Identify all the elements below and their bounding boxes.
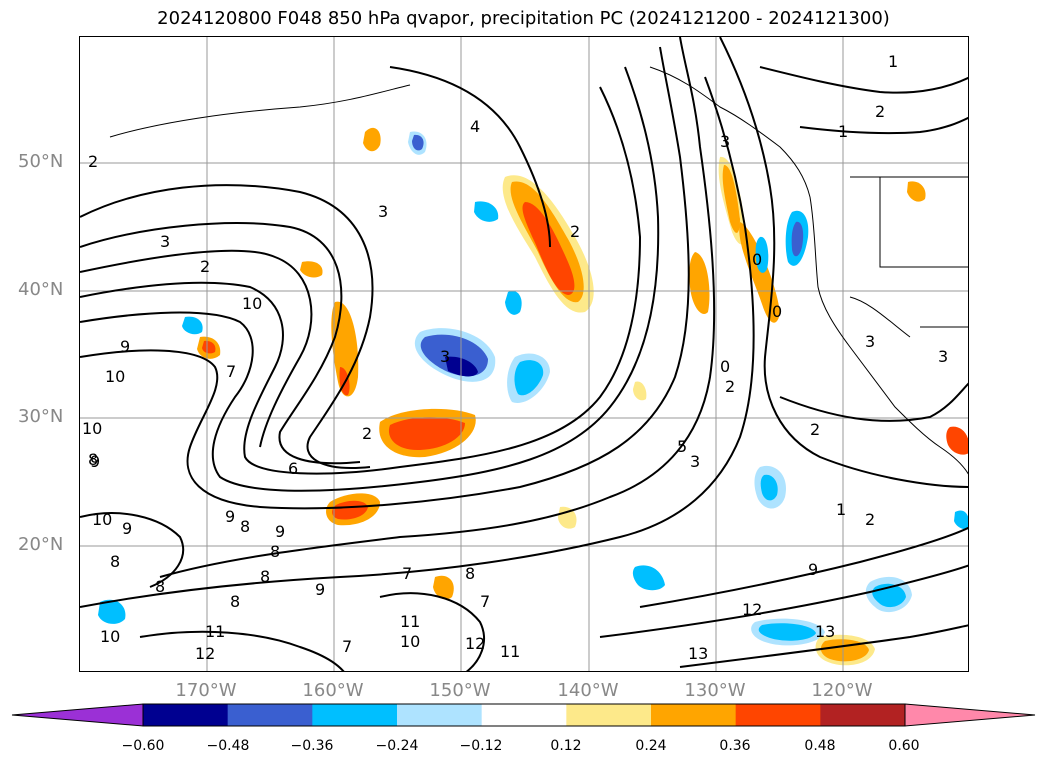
contour-label: 9 bbox=[275, 522, 285, 541]
contour-label: 8 bbox=[230, 592, 240, 611]
colorbar-extend-high bbox=[904, 703, 1036, 727]
map-canvas: 1 2 2 4 3 3 2 2 10 9 10 10 9 8 10 9 8 9 … bbox=[80, 37, 968, 671]
lat-label-20n: 20°N bbox=[18, 534, 64, 555]
contour-label: 6 bbox=[288, 459, 298, 478]
colorbar-segment bbox=[397, 704, 483, 726]
colorbar-outline bbox=[142, 703, 906, 727]
colorbar-tick: −0.48 bbox=[206, 738, 250, 754]
lon-label-120w: 120°W bbox=[811, 680, 873, 701]
contour-label: 8 bbox=[110, 552, 120, 571]
lat-label-40n: 40°N bbox=[18, 279, 64, 300]
contour-label: 10 bbox=[400, 632, 420, 651]
contour-label: 2 bbox=[865, 510, 875, 529]
contour-label-layer: 1 2 2 4 3 3 2 2 10 9 10 10 9 8 10 9 8 9 … bbox=[82, 52, 948, 663]
map-panel: 1 2 2 4 3 3 2 2 10 9 10 10 9 8 10 9 8 9 … bbox=[79, 36, 969, 672]
contour-label: 2 bbox=[200, 257, 210, 276]
contour-label: 11 bbox=[500, 642, 520, 661]
lon-label-150w: 150°W bbox=[429, 680, 491, 701]
contour-label: 8 bbox=[88, 450, 98, 469]
contour-label: 10 bbox=[92, 510, 112, 529]
colorbar-tick: −0.36 bbox=[290, 738, 334, 754]
contour-label: 7 bbox=[226, 362, 236, 381]
colorbar-segment bbox=[312, 704, 398, 726]
contour-label: 2 bbox=[725, 377, 735, 396]
contour-label: 12 bbox=[465, 634, 485, 653]
colorbar bbox=[11, 703, 1036, 727]
contour-label: 3 bbox=[160, 232, 170, 251]
contour-label: 0 bbox=[720, 357, 730, 376]
contour-label: 13 bbox=[815, 622, 835, 641]
contour-label: 7 bbox=[402, 564, 412, 583]
contour-label: 8 bbox=[240, 517, 250, 536]
contour-label: 11 bbox=[400, 612, 420, 631]
contour-label: 8 bbox=[260, 567, 270, 586]
contour-label: 8 bbox=[465, 564, 475, 583]
contour-label: 11 bbox=[205, 622, 225, 641]
colorbar-segment bbox=[820, 704, 906, 726]
contour-label: 3 bbox=[440, 347, 450, 366]
lon-label-160w: 160°W bbox=[302, 680, 364, 701]
colorbar-tick: −0.12 bbox=[459, 738, 503, 754]
contour-label: 3 bbox=[938, 347, 948, 366]
colorbar-segment bbox=[143, 704, 229, 726]
colorbar-tick: −0.60 bbox=[121, 738, 165, 754]
colorbar-segment bbox=[481, 704, 567, 726]
contour-label: 7 bbox=[342, 637, 352, 656]
contour-label: 3 bbox=[720, 132, 730, 151]
contour-label: 7 bbox=[480, 592, 490, 611]
qvapor-contours bbox=[80, 37, 968, 671]
colorbar-segment bbox=[227, 704, 313, 726]
contour-label: 0 bbox=[752, 250, 762, 269]
contour-label: 1 bbox=[888, 52, 898, 71]
colorbar-segment bbox=[735, 704, 821, 726]
contour-label: 8 bbox=[155, 577, 165, 596]
contour-label: 9 bbox=[90, 452, 100, 471]
colorbar-tick: 0.48 bbox=[804, 738, 836, 754]
contour-label: 9 bbox=[808, 560, 818, 579]
contour-label: 10 bbox=[105, 367, 125, 386]
contour-label: 9 bbox=[225, 507, 235, 526]
contour-label: 3 bbox=[865, 332, 875, 351]
contour-label: 5 bbox=[677, 437, 687, 456]
lat-label-30n: 30°N bbox=[18, 406, 64, 427]
contour-label: 1 bbox=[838, 122, 848, 141]
coastlines bbox=[109, 66, 968, 475]
colorbar-segment bbox=[651, 704, 737, 726]
lon-label-170w: 170°W bbox=[175, 680, 237, 701]
colorbar-tick: 0.36 bbox=[719, 738, 751, 754]
contour-label: 2 bbox=[875, 102, 885, 121]
colorbar-segment bbox=[566, 704, 652, 726]
map-title: 2024120800 F048 850 hPa qvapor, precipit… bbox=[157, 8, 890, 29]
contour-label: 8 bbox=[270, 542, 280, 561]
lat-label-50n: 50°N bbox=[18, 151, 64, 172]
contour-label: 9 bbox=[315, 580, 325, 599]
contour-label: 2 bbox=[362, 424, 372, 443]
colorbar-tick: 0.24 bbox=[635, 738, 667, 754]
colorbar-tick: 0.12 bbox=[550, 738, 582, 754]
contour-label: 2 bbox=[570, 222, 580, 241]
contour-label: 2 bbox=[88, 152, 98, 171]
contour-label: 12 bbox=[195, 644, 215, 663]
contour-label: 12 bbox=[742, 600, 762, 619]
contour-label: 10 bbox=[242, 294, 262, 313]
contour-label: 0 bbox=[772, 302, 782, 321]
colorbar-tick: 0.60 bbox=[888, 738, 920, 754]
colorbar-tick: −0.24 bbox=[375, 738, 419, 754]
contour-label: 10 bbox=[100, 627, 120, 646]
colorbar-segments bbox=[11, 703, 1036, 727]
contour-label: 9 bbox=[120, 337, 130, 356]
lon-label-130w: 130°W bbox=[684, 680, 746, 701]
colorbar-extend-low bbox=[11, 703, 144, 727]
lon-label-140w: 140°W bbox=[557, 680, 619, 701]
contour-label: 3 bbox=[378, 202, 388, 221]
contour-label: 2 bbox=[810, 420, 820, 439]
contour-label: 10 bbox=[82, 419, 102, 438]
precip-fill-layer bbox=[98, 127, 968, 666]
contour-label: 9 bbox=[122, 519, 132, 538]
contour-label: 3 bbox=[690, 452, 700, 471]
contour-label: 1 bbox=[836, 500, 846, 519]
contour-label: 4 bbox=[470, 117, 480, 136]
contour-label: 13 bbox=[688, 644, 708, 663]
